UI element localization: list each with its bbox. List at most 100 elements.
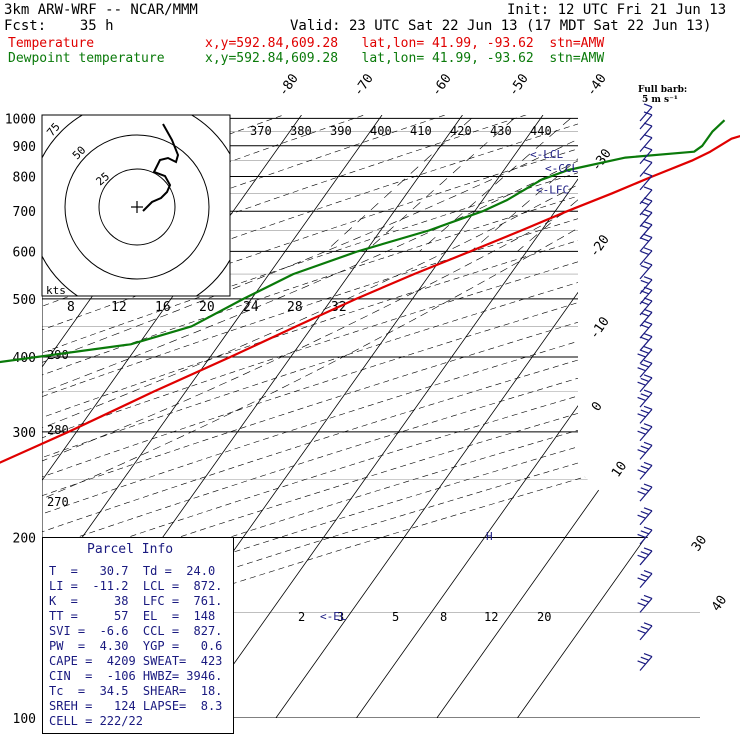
- level-marker-label: <-EL: [320, 610, 347, 623]
- legend-dewpoint: Dewpoint temperature: [8, 51, 165, 66]
- parcel-row: SVI = -6.6 CCL = 827.: [49, 624, 223, 638]
- pressure-tick-label: 1000: [5, 112, 36, 127]
- parcel-row: K = 38 LFC = 761.: [49, 594, 223, 608]
- speed-scale-label: 24: [243, 300, 259, 315]
- wind-barb-flag: [640, 625, 650, 631]
- hodograph-kts-label: kts: [46, 284, 66, 297]
- hodograph-box: [41, 114, 231, 297]
- wind-barb-flag: [643, 332, 653, 338]
- theta-label: 420: [450, 124, 472, 138]
- parcel-row: SREH = 124 LAPSE= 8.3: [49, 699, 223, 713]
- wind-barb-shaft: [639, 125, 653, 141]
- wind-barb-flag: [637, 554, 646, 559]
- isotherm-label: 10: [609, 459, 630, 480]
- isotherm-label: 30: [689, 533, 710, 554]
- wind-barb-flag: [637, 514, 646, 519]
- wind-barb-shaft: [639, 573, 653, 588]
- wind-barb: [637, 461, 653, 480]
- pressure-tick-label: 100: [13, 712, 36, 727]
- wind-barb: [639, 276, 653, 295]
- wind-barb-flag: [643, 483, 653, 488]
- wind-barb-flag: [643, 389, 653, 394]
- moist-adiabat-label: 270: [47, 495, 69, 509]
- wind-barb-flag: [640, 237, 650, 242]
- wind-barb-shaft: [639, 189, 653, 205]
- pressure-tick-label: 600: [13, 245, 36, 260]
- parcel-info-panel: Parcel Info T = 30.7 Td = 24.0 LI = -11.…: [42, 537, 234, 734]
- wind-barb-flag: [640, 426, 650, 431]
- wind-barb-flag: [640, 324, 650, 329]
- wind-barb-flag: [643, 146, 653, 151]
- valid-time: Valid: 23 UTC Sat 22 Jun 13 (17 MDT Sat …: [290, 18, 712, 34]
- wind-barb-flag: [637, 449, 646, 454]
- wind-barb-flag: [637, 430, 646, 435]
- wind-barb-flag: [643, 111, 653, 116]
- wind-barb-shaft: [639, 362, 653, 378]
- wind-barb: [639, 247, 653, 266]
- wind-barb-flag: [640, 250, 650, 256]
- wind-barb: [637, 622, 653, 641]
- wind-barb-flag: [643, 547, 653, 552]
- wind-barb: [639, 308, 653, 327]
- barb-key-units: 5 m s⁻¹: [642, 95, 678, 105]
- wind-barb-flag: [643, 461, 653, 466]
- wind-barb-flag: [637, 353, 646, 358]
- wind-barb-flag: [640, 487, 650, 492]
- wind-barb-shaft: [639, 237, 653, 252]
- mixing-ratio-label: 8: [440, 610, 447, 624]
- isotherm-line: [356, 115, 700, 718]
- wind-barb-flag: [640, 349, 650, 354]
- theta-label: 410: [410, 124, 432, 138]
- wind-barb-shaft: [639, 349, 653, 364]
- wind-barb-flag: [643, 374, 653, 379]
- wind-barb-flag: [637, 381, 646, 386]
- wind-barb-shaft: [639, 175, 653, 191]
- wind-barb-flag: [640, 336, 650, 341]
- wind-barb: [639, 221, 653, 240]
- level-marker-label: <-CCL: [545, 162, 578, 175]
- wind-barb-flag: [643, 622, 653, 627]
- wind-barb-flag: [643, 209, 653, 214]
- wind-barb-shaft: [639, 279, 653, 295]
- moist-adiabat: [42, 118, 700, 538]
- wind-barb-flag: [643, 526, 653, 531]
- wind-barb-shaft: [639, 323, 653, 339]
- wind-barb-shaft: [639, 106, 653, 122]
- dry-adiabat: [42, 115, 700, 694]
- wind-barb: [637, 405, 653, 424]
- wind-barb-flag: [643, 172, 653, 177]
- isotherm-line: [42, 115, 383, 718]
- wind-barb-flag: [643, 134, 653, 139]
- wind-barb-shaft: [639, 200, 653, 216]
- wind-barb-shaft: [639, 486, 653, 502]
- mixing-ratio-label: 20: [537, 610, 551, 624]
- wind-barb-shaft: [639, 598, 653, 613]
- wind-barb-shaft: [639, 264, 653, 280]
- isotherm-label: -40: [584, 71, 610, 99]
- mixing-ratio-line: [365, 118, 515, 252]
- dry-adiabat: [42, 115, 700, 694]
- wind-barb: [639, 111, 653, 130]
- wind-barb-flag: [640, 377, 650, 383]
- wind-barb-flag: [640, 312, 650, 317]
- theta-label: 430: [490, 124, 512, 138]
- wind-barb-flag: [643, 507, 653, 512]
- mixing-ratio-label: 5: [392, 610, 399, 624]
- isotherm-line: [195, 115, 624, 718]
- wind-barb-flag: [640, 656, 650, 661]
- wind-barb-flag: [640, 212, 650, 217]
- mixing-ratio-label: 12: [484, 610, 498, 624]
- wind-barb-shaft: [639, 464, 653, 480]
- legend-temperature-location: x,y=592.84,609.28 lat,lon= 41.99, -93.62…: [205, 36, 605, 51]
- wind-barb-flag: [643, 247, 653, 252]
- wind-barb-flag: [637, 602, 646, 607]
- level-marker-label: <-LCL: [530, 148, 563, 161]
- wind-barb-shaft: [639, 426, 653, 442]
- wind-barb-flag: [643, 233, 653, 238]
- wind-barb: [637, 423, 653, 442]
- pressure-tick-label: 200: [13, 531, 36, 546]
- wind-barb: [637, 389, 653, 408]
- pressure-tick-label: 800: [13, 170, 36, 185]
- right-margin-mask: [578, 115, 740, 740]
- dry-adiabat: [42, 115, 700, 694]
